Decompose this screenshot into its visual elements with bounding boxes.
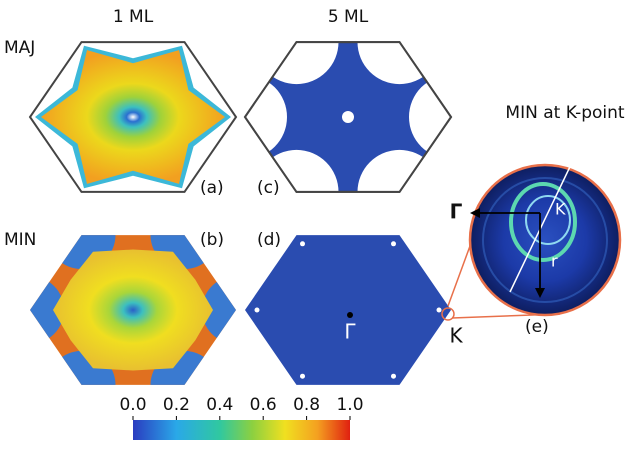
k-label: K (449, 324, 463, 348)
inset: K Γ r MIN at K-point (441, 103, 625, 321)
gamma-label: Γ (450, 200, 463, 224)
pocket (409, 75, 451, 159)
tick-label: 0.2 (163, 395, 190, 415)
k-label: K (555, 200, 566, 219)
pocket (342, 111, 354, 123)
pocket (436, 307, 442, 313)
hexagon (245, 235, 451, 385)
panel-label: (c) (257, 178, 280, 198)
band-lobe (202, 276, 236, 344)
r-label: r (551, 252, 558, 271)
arrowhead (470, 208, 480, 218)
tick-label: 0.4 (206, 395, 233, 415)
fermi-surface (41, 50, 225, 184)
tick-label: 0.6 (250, 395, 277, 415)
gamma-point (347, 312, 353, 318)
column-label: 5 ML (328, 7, 369, 27)
inset-title: MIN at K-point (505, 103, 624, 123)
inset-circle (468, 163, 622, 317)
zoom-marker (441, 307, 455, 321)
pocket (245, 75, 287, 159)
panel-label: (d) (257, 230, 281, 250)
tick-label: 0.8 (293, 395, 320, 415)
hexagon-outline (243, 41, 453, 193)
panel-label: (e) (525, 317, 549, 337)
pocket (254, 307, 260, 313)
gamma-label: Γ (344, 320, 356, 344)
fermi-surface (53, 249, 213, 371)
colorbar: 0.0 0.2 0.4 0.6 0.8 1.0 (119, 395, 364, 440)
bands (30, 235, 236, 385)
tick-label: 0.0 (119, 395, 146, 415)
panels (28, 41, 453, 385)
band-lobe (30, 276, 64, 344)
row-label: MIN (4, 230, 36, 250)
row-label: MAJ (4, 38, 35, 58)
pocket (391, 241, 396, 247)
cut-line (509, 149, 579, 293)
arrowhead (535, 288, 545, 298)
ring (509, 182, 577, 262)
pocket (300, 373, 305, 379)
pocket (300, 241, 305, 247)
ring (482, 177, 608, 303)
panel-label: (b) (200, 230, 224, 250)
column-label: 1 ML (113, 7, 154, 27)
ring (525, 195, 571, 245)
tick-label: 1.0 (336, 395, 363, 415)
panel-label: (a) (200, 178, 224, 198)
pocket (391, 373, 396, 379)
colorbar-scale (133, 420, 350, 440)
